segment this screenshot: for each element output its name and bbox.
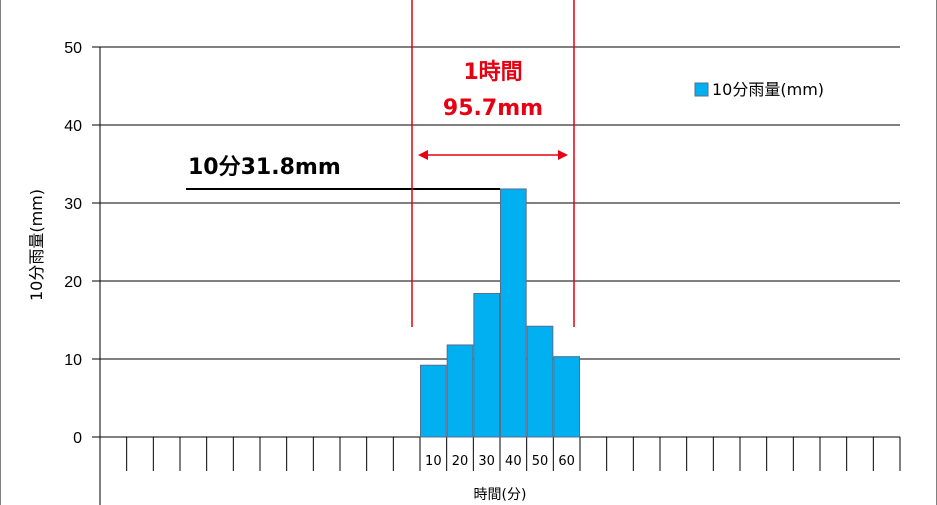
y-axis-title: 10分雨量(mm) (27, 189, 46, 301)
y-tick-label: 50 (64, 40, 82, 57)
x-axis-title: 時間(分) (474, 487, 527, 503)
bars (420, 188, 580, 438)
bar (500, 188, 527, 438)
hour-span-arrow-left (418, 150, 428, 160)
hour-span-arrow-right (558, 150, 568, 160)
x-axis-slots (126, 437, 901, 471)
x-category-label: 40 (505, 454, 522, 469)
bar (446, 344, 474, 438)
y-tick-label: 40 (64, 118, 82, 135)
legend-label: 10分雨量(mm) (712, 80, 824, 99)
bar (473, 292, 501, 438)
y-tick-label: 10 (64, 352, 82, 369)
y-tick-label: 20 (64, 274, 82, 291)
bar (420, 364, 447, 438)
y-tick-label: 30 (64, 196, 82, 213)
hour-annotation-line1: 1時間 (463, 60, 522, 85)
x-category-label: 30 (478, 454, 495, 469)
bar (553, 356, 580, 438)
y-tick-label: 0 (73, 430, 82, 447)
x-category-label: 20 (452, 454, 469, 469)
x-category-label: 10 (425, 454, 442, 469)
bar (526, 325, 554, 438)
hour-annotation-line2: 95.7mm (443, 96, 543, 121)
x-category-label: 50 (532, 454, 549, 469)
x-category-labels: 10 20 30 40 50 60 (425, 454, 575, 469)
peak-annotation: 10分31.8mm (188, 155, 341, 180)
x-category-label: 60 (558, 454, 575, 469)
legend-swatch (694, 82, 709, 97)
y-axis-ticks: 0 10 20 30 40 50 (64, 40, 82, 447)
